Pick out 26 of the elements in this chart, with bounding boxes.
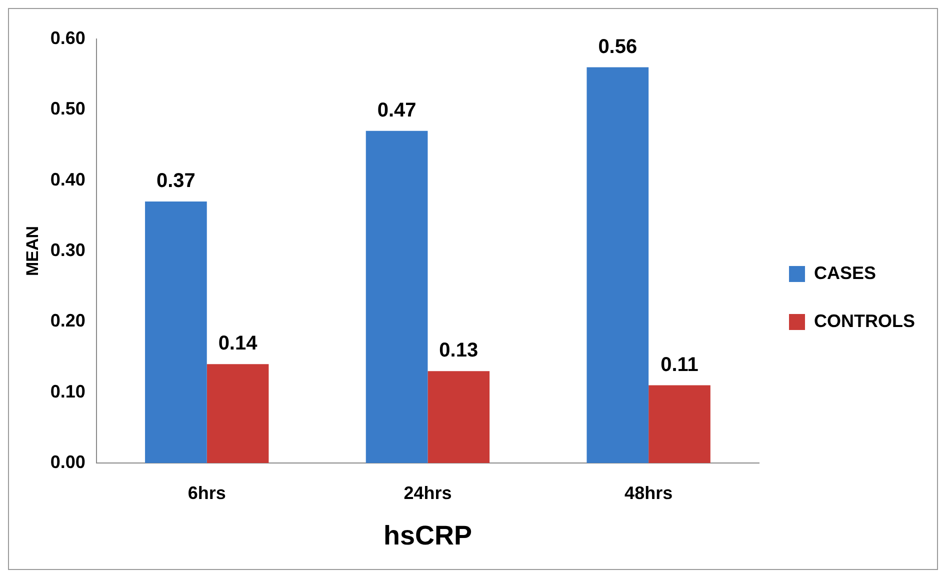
y-tick-label: 0.20	[50, 310, 86, 331]
data-label: 0.37	[156, 170, 196, 192]
legend-label: CONTROLS	[814, 310, 916, 331]
y-tick-label: 0.60	[50, 28, 86, 48]
y-tick-label: 0.10	[50, 381, 86, 402]
y-tick-label: 0.40	[50, 169, 86, 190]
y-tick-label: 0.50	[50, 98, 86, 119]
x-tick-label: 48hrs	[624, 482, 673, 503]
x-tick-label: 6hrs	[188, 482, 226, 503]
bar	[428, 371, 490, 463]
data-label: 0.14	[218, 332, 258, 355]
bar	[586, 67, 649, 463]
legend-label: CASES	[814, 262, 876, 283]
y-axis-title: MEAN	[22, 226, 42, 276]
x-axis-title: hsCRP	[383, 520, 472, 550]
y-tick-label: 0.30	[50, 240, 86, 260]
data-label: 0.13	[439, 340, 478, 362]
bar	[648, 385, 710, 463]
bar	[366, 130, 428, 463]
data-label: 0.47	[377, 99, 416, 122]
y-tick-label: 0.00	[50, 452, 86, 472]
data-label: 0.11	[660, 354, 698, 376]
bar	[145, 202, 207, 463]
bar	[206, 364, 269, 463]
data-label: 0.56	[598, 36, 638, 58]
x-tick-label: 24hrs	[404, 482, 452, 503]
